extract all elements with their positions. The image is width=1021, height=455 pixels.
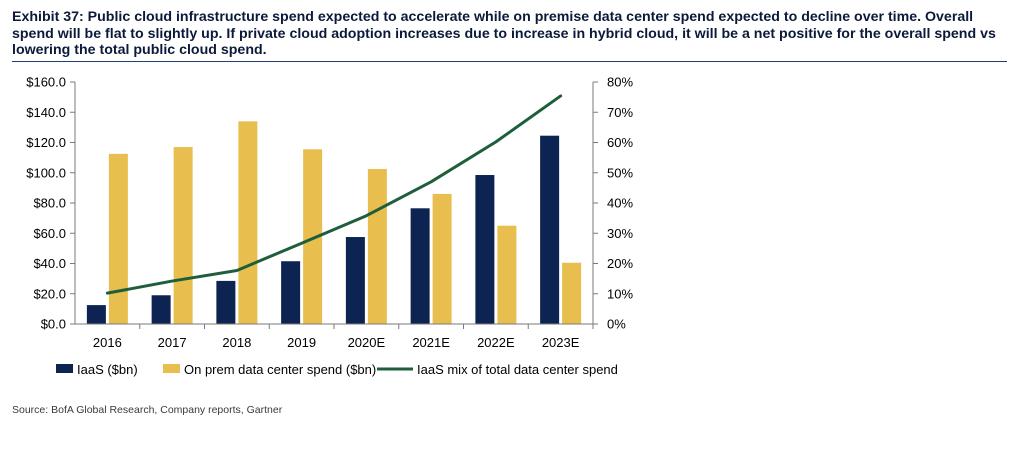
bar-on-prem-2016 [108, 153, 128, 324]
x-axis-category-label: 2023E [542, 335, 580, 350]
legend-swatch-0 [56, 364, 73, 373]
right-axis-tick-label: 0% [607, 317, 626, 332]
right-axis-tick-label: 60% [607, 135, 633, 150]
axes-layer: $0.0 $20.0 $40.0 $60.0 $80.0 $100.0 $120.0 $140… [26, 75, 633, 351]
legend-label: IaaS ($bn) [77, 362, 138, 377]
bar-iaas-2016 [86, 305, 106, 324]
right-axis-tick-label: 20% [607, 256, 633, 271]
bar-on-prem-2023e [562, 262, 582, 324]
chart-title: Exhibit 37: Public cloud infrastructure … [12, 9, 996, 58]
bar-iaas-2017 [151, 295, 171, 324]
left-axis-tick-label: $120.0 [26, 135, 66, 150]
combo-chart: $0.0 $20.0 $40.0 $60.0 $80.0 $100.0 $120.0 $140… [26, 75, 633, 378]
legend: IaaS ($bn) On prem data center spend ($bn… [56, 362, 618, 377]
legend-label: IaaS mix of total data center spend [417, 362, 618, 377]
bar-iaas-2022e [475, 175, 495, 324]
left-axis-tick-label: $40.0 [33, 256, 66, 271]
bar-iaas-2023e [540, 135, 560, 324]
right-axis-tick-label: 80% [607, 75, 633, 90]
x-axis-category-label: 2019 [287, 335, 316, 350]
bar-on-prem-2021e [432, 193, 452, 324]
right-axis-tick-label: 70% [607, 105, 633, 120]
title-divider [12, 61, 1007, 62]
left-axis-tick-label: $80.0 [33, 196, 66, 211]
bar-on-prem-2019 [303, 149, 323, 324]
left-axis-tick-label: $60.0 [33, 226, 66, 241]
legend-swatch-1 [163, 364, 180, 373]
left-axis-tick-label: $160.0 [26, 75, 66, 90]
bar-iaas-2020e [345, 237, 365, 324]
right-axis-tick-label: 10% [607, 286, 633, 301]
source-note: Source: BofA Global Research, Company re… [12, 404, 283, 416]
bar-iaas-2018 [216, 280, 236, 324]
bar-on-prem-2022e [497, 225, 517, 324]
x-axis-category-label: 2020E [348, 335, 386, 350]
x-axis-category-label: 2022E [477, 335, 515, 350]
x-axis-category-label: 2017 [158, 335, 187, 350]
bar-on-prem-2017 [173, 147, 193, 324]
bar-iaas-2019 [281, 261, 301, 324]
x-axis-category-label: 2018 [222, 335, 251, 350]
left-axis-tick-label: $20.0 [33, 286, 66, 301]
bars-layer [86, 121, 582, 324]
right-axis-tick-label: 30% [607, 226, 633, 241]
left-axis-tick-label: $100.0 [26, 165, 66, 180]
x-axis-category-label: 2021E [412, 335, 450, 350]
legend-label: On prem data center spend ($bn) [184, 362, 376, 377]
left-axis-tick-label: $0.0 [41, 317, 66, 332]
right-axis-tick-label: 50% [607, 165, 633, 180]
line-layer [105, 94, 563, 295]
right-axis-tick-label: 40% [607, 196, 633, 211]
bar-on-prem-2020e [367, 168, 387, 324]
iaas-mix-line [105, 94, 563, 295]
bar-iaas-2021e [410, 208, 430, 324]
x-axis-category-label: 2016 [93, 335, 122, 350]
left-axis-tick-label: $140.0 [26, 105, 66, 120]
bar-on-prem-2018 [238, 121, 258, 324]
